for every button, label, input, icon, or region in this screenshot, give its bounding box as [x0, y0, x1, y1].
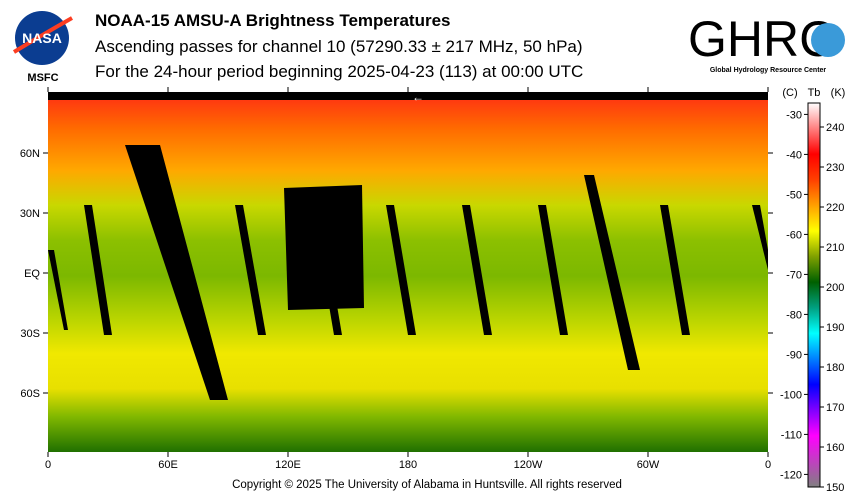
x-tick-label: 180	[399, 459, 417, 471]
no-data-swath	[284, 185, 364, 310]
no-data-bar	[48, 92, 768, 100]
celsius-tick-label: -30	[786, 109, 802, 121]
kelvin-tick-label: 150	[826, 482, 844, 494]
kelvin-tick-label: 160	[826, 442, 844, 454]
ghrc-logo: GHRC Global Hydrology Resource Center	[688, 11, 845, 74]
celsius-tick-label: -70	[786, 269, 802, 281]
x-tick-label: 0	[765, 459, 771, 471]
nasa-logo: NASA MSFC	[12, 11, 73, 84]
x-tick-label: 60W	[637, 459, 660, 471]
no-data-swath	[752, 205, 768, 270]
y-tick-label: 60N	[20, 148, 40, 160]
colorbar-header-k: (K)	[831, 87, 846, 99]
kelvin-tick-label: 180	[826, 362, 844, 374]
no-data-swath	[660, 205, 690, 335]
kelvin-tick-label: 230	[826, 162, 844, 174]
kelvin-tick-label: 170	[826, 402, 844, 414]
period-label: For the 24-hour period beginning 2025-04…	[95, 62, 584, 81]
kelvin-tick-label: 240	[826, 122, 844, 134]
celsius-tick-label: -50	[786, 189, 802, 201]
no-data-swath	[462, 205, 492, 335]
colorbar-header-tb: Tb	[808, 87, 821, 99]
x-tick-label: 0	[45, 459, 51, 471]
celsius-tick-label: -120	[780, 469, 802, 481]
x-tick-label: 60E	[158, 459, 178, 471]
no-data-swath	[386, 205, 416, 335]
page-title: NOAA-15 AMSU-A Brightness Temperatures	[95, 11, 451, 30]
celsius-tick-label: -40	[786, 149, 802, 161]
no-data-marker: ←	[412, 90, 424, 104]
kelvin-tick-label: 220	[826, 202, 844, 214]
y-tick-label: EQ	[24, 268, 40, 280]
colorbar-header-c: (C)	[782, 87, 797, 99]
y-tick-label: 60S	[20, 388, 40, 400]
no-data-swath	[538, 205, 568, 335]
celsius-tick-label: -60	[786, 229, 802, 241]
msfc-label: MSFC	[27, 72, 58, 84]
y-tick-label: 30N	[20, 208, 40, 220]
map-field	[48, 100, 768, 452]
no-data-swath	[48, 250, 68, 330]
y-tick-label: 30S	[20, 328, 40, 340]
kelvin-tick-label: 190	[826, 322, 844, 334]
no-data-swath	[235, 205, 266, 335]
colorbar	[807, 102, 821, 488]
ghrc-label: Global Hydrology Resource Center	[710, 67, 827, 74]
x-tick-label: 120W	[514, 459, 543, 471]
svg-text:GHRC: GHRC	[688, 11, 835, 67]
subtitle: Ascending passes for channel 10 (57290.3…	[95, 37, 583, 56]
copyright: Copyright © 2025 The University of Alaba…	[232, 479, 622, 491]
kelvin-tick-label: 200	[826, 282, 844, 294]
celsius-tick-label: -90	[786, 349, 802, 361]
kelvin-tick-label: 210	[826, 242, 844, 254]
celsius-tick-label: -100	[780, 389, 802, 401]
no-data-swath	[84, 205, 112, 335]
x-tick-label: 120E	[275, 459, 301, 471]
no-data-swath	[584, 175, 640, 370]
svg-text:NASA: NASA	[22, 30, 62, 46]
no-data-swath	[125, 145, 228, 400]
celsius-tick-label: -80	[786, 309, 802, 321]
celsius-tick-label: -110	[781, 429, 802, 441]
